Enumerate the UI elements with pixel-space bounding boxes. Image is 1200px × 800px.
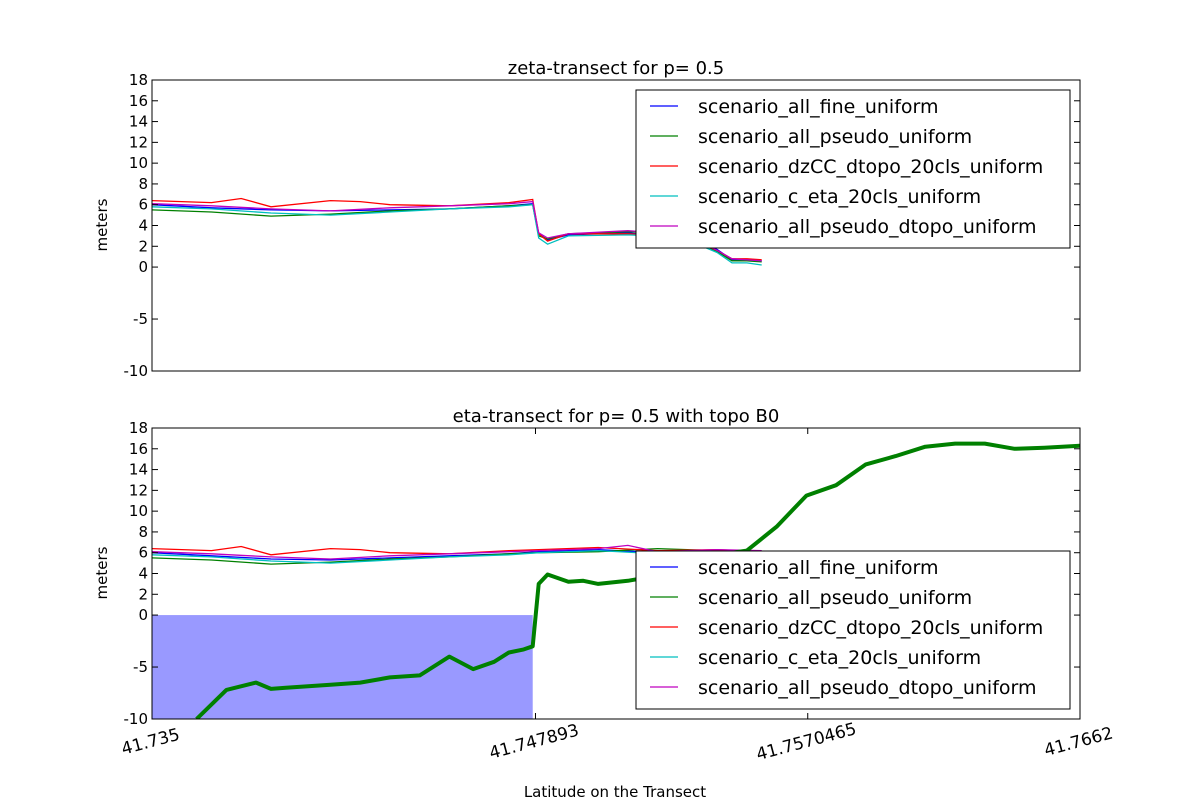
y-tick-label: 0	[138, 258, 148, 276]
y-tick-label: -10	[124, 362, 149, 380]
y-tick-label: 6	[138, 196, 148, 214]
legend-entry-label: scenario_c_eta_20cls_uniform	[698, 647, 981, 669]
x-tick-label: 41.7662	[1042, 723, 1115, 761]
legend-entry-label: scenario_all_pseudo_uniform	[698, 587, 972, 609]
y-tick-label: 12	[129, 133, 148, 151]
chart-title: zeta-transect for p= 0.5	[508, 58, 724, 79]
legend-entry-label: scenario_dzCC_dtopo_20cls_uniform	[698, 156, 1043, 178]
chart-title: eta-transect for p= 0.5 with topo B0	[453, 406, 780, 427]
legend-entry-label: scenario_all_fine_uniform	[698, 557, 939, 579]
y-tick-label: -10	[124, 710, 149, 728]
y-tick-label: 0	[138, 606, 148, 624]
y-axis-label: meters	[93, 198, 111, 251]
legend-entry-label: scenario_all_pseudo_dtopo_uniform	[698, 677, 1037, 699]
y-tick-label: 16	[129, 92, 148, 110]
y-tick-label: 14	[129, 113, 148, 131]
y-tick-label: 10	[129, 154, 148, 172]
y-tick-label: 8	[138, 523, 148, 541]
y-tick-label: 4	[138, 217, 148, 235]
series-line-scenario_all_pseudo_dtopo_uniform	[152, 200, 762, 262]
panel-eta: eta-transect for p= 0.5 with topo B0 met…	[93, 406, 1115, 765]
y-tick-label: 12	[129, 481, 148, 499]
legend-entry-label: scenario_c_eta_20cls_uniform	[698, 186, 981, 208]
legend-box	[635, 550, 1071, 710]
legend-entry-label: scenario_all_pseudo_dtopo_uniform	[698, 216, 1037, 238]
panel-zeta: zeta-transect for p= 0.5 meters 18 16 14 12…	[93, 58, 1081, 380]
y-axis-label: meters	[93, 546, 111, 599]
x-tick-label: 41.735	[119, 725, 182, 760]
y-tick-label: 2	[138, 585, 148, 603]
y-tick-label: 6	[138, 544, 148, 562]
legend-entry-label: scenario_dzCC_dtopo_20cls_uniform	[698, 617, 1043, 639]
x-axis-label: Latitude on the Transect	[524, 783, 706, 800]
y-tick-label: 16	[129, 440, 148, 458]
series-line-scenario_c_eta_20cls_uniform	[152, 204, 762, 266]
y-tick-label: 10	[129, 502, 148, 520]
y-tick-label: 8	[138, 175, 148, 193]
y-tick-label: -5	[133, 310, 148, 328]
y-tick-label: 18	[129, 71, 148, 89]
legend-box	[635, 89, 1071, 249]
x-tick-label: 41.747893	[487, 721, 581, 764]
y-tick-label: -5	[133, 658, 148, 676]
y-tick-label: 4	[138, 565, 148, 583]
y-tick-label: 18	[129, 419, 148, 437]
y-tick-label: 14	[129, 461, 148, 479]
legend-entry-label: scenario_all_pseudo_uniform	[698, 126, 972, 148]
y-tick-label: 2	[138, 237, 148, 255]
x-tick-label: 41.7570465	[754, 719, 858, 765]
topo-line	[195, 441, 1080, 719]
legend-entry-label: scenario_all_fine_uniform	[698, 96, 939, 118]
